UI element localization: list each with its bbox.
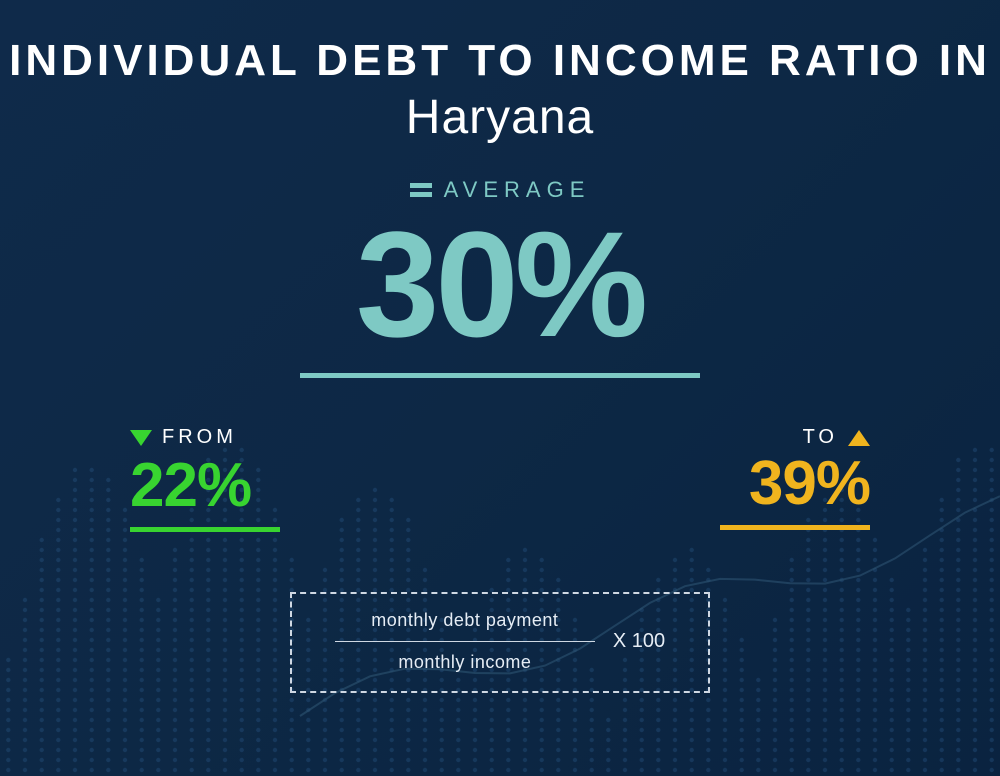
to-label-row: TO [803,426,870,449]
formula-numerator: monthly debt payment [335,610,595,631]
to-label: TO [803,426,838,449]
equals-icon [410,183,432,197]
average-block: AVERAGE 30% [0,175,1000,378]
formula-suffix: X 100 [613,630,665,653]
average-underline [300,373,700,378]
from-block: FROM 22% [130,426,280,532]
formula-box: monthly debt payment monthly income X 10… [290,592,710,694]
range-row: FROM 22% TO 39% [120,426,880,532]
title-line2: Haryana [0,90,1000,145]
from-underline [130,527,280,532]
from-label: FROM [162,426,237,449]
triangle-up-icon [848,430,870,446]
average-value: 30% [0,209,1000,359]
triangle-down-icon [130,430,152,446]
from-label-row: FROM [130,426,237,449]
formula-denominator: monthly income [335,652,595,673]
fraction-bar-icon [335,641,595,643]
formula-fraction: monthly debt payment monthly income [335,610,595,674]
from-value: 22% [130,455,280,517]
infographic-content: INDIVIDUAL DEBT TO INCOME RATIO IN Harya… [0,0,1000,776]
to-block: TO 39% [720,426,870,532]
title-line1: INDIVIDUAL DEBT TO INCOME RATIO IN [0,36,1000,86]
to-value: 39% [720,453,870,515]
to-underline [720,525,870,530]
title-block: INDIVIDUAL DEBT TO INCOME RATIO IN Harya… [0,0,1000,145]
